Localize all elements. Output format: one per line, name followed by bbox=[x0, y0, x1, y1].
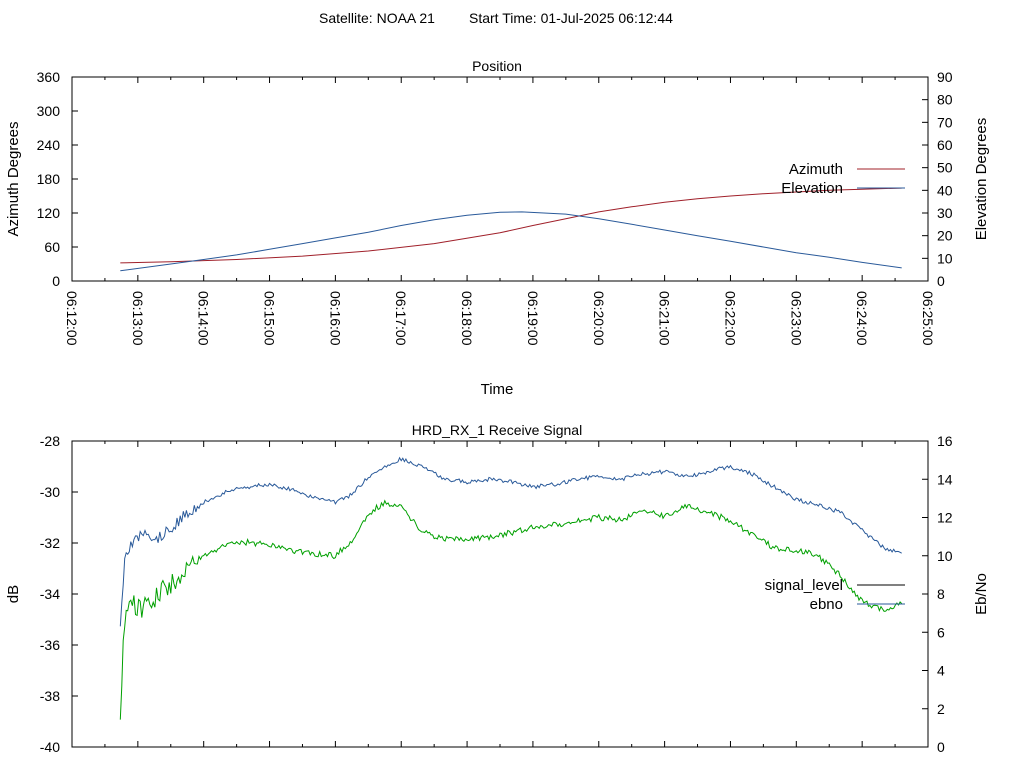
position-y-tick-label: 300 bbox=[37, 103, 61, 119]
position-series-azimuth-line bbox=[120, 187, 902, 264]
start-time-label: Start Time: 01-Jul-2025 06:12:44 bbox=[469, 10, 673, 26]
signal-y2-tick-label: 0 bbox=[937, 739, 945, 755]
signal-y-tick-label: -32 bbox=[40, 535, 60, 551]
signal-y2-tick-label: 10 bbox=[937, 548, 953, 564]
position-y-tick-label: 360 bbox=[37, 69, 61, 85]
position-x-tick-label: 06:22:00 bbox=[722, 291, 738, 346]
position-x-tick-label: 06:20:00 bbox=[591, 291, 607, 346]
position-y-axis-label: Azimuth Degrees bbox=[5, 121, 22, 236]
position-x-tick-label: 06:13:00 bbox=[130, 291, 146, 346]
position-y-ticks: 0 60 120 180 240 300 360 bbox=[37, 69, 78, 289]
position-x-tick-label: 06:21:00 bbox=[657, 291, 673, 346]
signal-y2-tick-label: 4 bbox=[937, 663, 945, 679]
signal-y2-ticks: 0 2 4 6 8 10 12 14 16 bbox=[922, 433, 953, 755]
position-y-tick-label: 240 bbox=[37, 137, 61, 153]
position-x-ticks: 06:12:00 06:13:00 06:14:00 06:15:00 06:16:00… bbox=[64, 77, 936, 346]
position-y2-axis-label: Elevation Degrees bbox=[973, 118, 990, 241]
position-x-tick-label: 06:18:00 bbox=[459, 291, 475, 346]
signal-series-signal-level-line bbox=[119, 456, 902, 627]
signal-y-tick-label: -34 bbox=[40, 586, 60, 602]
signal-x-ticks bbox=[71, 441, 929, 747]
position-x-tick-label: 06:23:00 bbox=[788, 291, 804, 346]
signal-y2-tick-label: 6 bbox=[937, 624, 945, 640]
legend-signal-level-label: signal_level bbox=[765, 577, 843, 594]
position-y2-tick-label: 60 bbox=[937, 137, 953, 153]
position-y2-tick-label: 80 bbox=[937, 92, 953, 108]
position-y-tick-label: 60 bbox=[44, 239, 60, 255]
position-x-tick-label: 06:14:00 bbox=[196, 291, 212, 346]
position-chart-title: Position bbox=[472, 58, 522, 74]
position-legend: Azimuth Elevation bbox=[781, 161, 905, 197]
signal-y-tick-label: -36 bbox=[40, 637, 60, 653]
position-series-elevation-line bbox=[120, 211, 902, 272]
signal-y-tick-label: -28 bbox=[40, 433, 60, 449]
signal-legend: signal_level ebno bbox=[765, 577, 905, 613]
position-x-tick-label: 06:25:00 bbox=[920, 291, 936, 346]
signal-y2-tick-label: 14 bbox=[937, 471, 953, 487]
position-y2-tick-label: 20 bbox=[937, 228, 953, 244]
signal-y2-tick-label: 2 bbox=[937, 701, 945, 717]
position-x-tick-label: 06:12:00 bbox=[64, 291, 80, 346]
signal-y2-tick-label: 8 bbox=[937, 586, 945, 602]
signal-y2-axis-label: Eb/No bbox=[973, 573, 990, 615]
position-y2-tick-label: 50 bbox=[937, 160, 953, 176]
position-series bbox=[120, 187, 902, 272]
signal-chart-title: HRD_RX_1 Receive Signal bbox=[412, 422, 582, 438]
position-plot-frame bbox=[71, 76, 929, 282]
signal-series bbox=[119, 456, 903, 720]
receive-signal-chart: HRD_RX_1 Receive Signal dB Eb/No -40-38-… bbox=[5, 422, 990, 755]
signal-y-ticks: -40 -38 -36 -34 -32 -30 -28 bbox=[40, 433, 78, 755]
position-y2-tick-label: 30 bbox=[937, 205, 953, 221]
position-y2-ticks: 0 10 20 30 40 50 60 70 80 90 bbox=[922, 69, 953, 289]
position-x-tick-label: 06:24:00 bbox=[854, 291, 870, 346]
position-y2-tick-label: 10 bbox=[937, 250, 953, 266]
satellite-label: Satellite: NOAA 21 bbox=[319, 10, 435, 26]
position-x-tick-label: 06:15:00 bbox=[262, 291, 278, 346]
signal-y2-tick-label: 16 bbox=[937, 433, 953, 449]
position-y-tick-label: 0 bbox=[52, 273, 60, 289]
position-y2-tick-label: 70 bbox=[937, 114, 953, 130]
signal-series-ebno-line bbox=[119, 499, 903, 720]
position-y2-tick-label: 90 bbox=[937, 69, 953, 85]
legend-ebno-label: ebno bbox=[810, 596, 843, 613]
legend-elevation-label: Elevation bbox=[781, 180, 843, 197]
position-x-tick-label: 06:17:00 bbox=[393, 291, 409, 346]
signal-y-tick-label: -30 bbox=[40, 484, 60, 500]
position-x-tick-label: 06:16:00 bbox=[327, 291, 343, 346]
position-y-tick-label: 120 bbox=[37, 205, 61, 221]
signal-y-tick-label: -40 bbox=[40, 739, 60, 755]
position-y2-tick-label: 0 bbox=[937, 273, 945, 289]
position-y2-tick-label: 40 bbox=[937, 182, 953, 198]
signal-plot-frame bbox=[71, 440, 929, 748]
position-x-axis-label: Time bbox=[481, 381, 514, 398]
signal-y-tick-label: -38 bbox=[40, 688, 60, 704]
legend-azimuth-label: Azimuth bbox=[789, 161, 843, 178]
signal-y2-tick-label: 12 bbox=[937, 510, 953, 526]
position-chart: Position Time Azimuth Degrees Elevation … bbox=[5, 58, 990, 398]
position-y-tick-label: 180 bbox=[37, 171, 61, 187]
signal-y-axis-label: dB bbox=[5, 585, 22, 603]
position-x-tick-label: 06:19:00 bbox=[525, 291, 541, 346]
